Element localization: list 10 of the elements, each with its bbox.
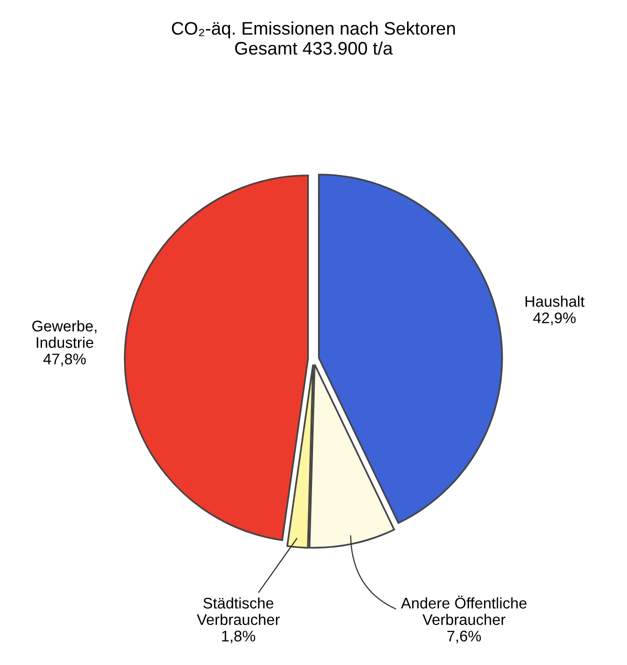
data-label: 7,6% xyxy=(447,630,481,644)
data-label: 47,8% xyxy=(43,354,86,366)
chart-title: CO₂-äq. Emissionen nach Sektoren xyxy=(172,22,455,38)
data-label: 42,9% xyxy=(533,312,576,326)
slice-label: Andere Öffentliche Verbraucher xyxy=(400,596,526,626)
chart-subtitle: Gesamt 433.900 t/a xyxy=(235,41,393,55)
slice-label: Gewerbe, Industrie xyxy=(32,320,96,348)
slice-label: Städtische Verbraucher xyxy=(196,597,280,626)
slice-label: Haushalt xyxy=(526,296,585,307)
data-label: 1,8% xyxy=(222,630,256,644)
